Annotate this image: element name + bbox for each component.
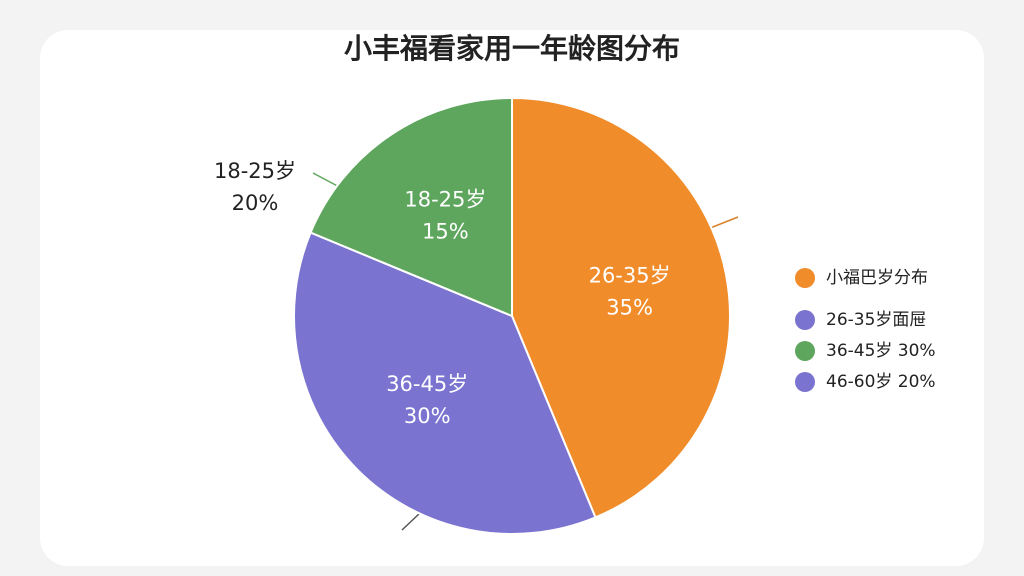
legend-marker [795,310,815,330]
pie-slice [511,96,732,519]
slice-category: 36-45岁 [386,372,468,396]
leader-line [401,512,421,531]
slice-category: 26-35岁 [589,264,671,288]
slice-value: 15% [422,219,469,243]
legend-label: 36-45岁 30% [826,341,936,361]
annotation: 18-25岁 [214,159,296,183]
legend-label: 46-60岁 20% [826,372,936,392]
slice-value: 35% [606,296,653,320]
legend-marker [795,268,815,288]
pie-slice [292,231,597,536]
pie-slice [309,96,513,318]
legend-marker [795,372,815,392]
chart-title: 小丰福看家用一年龄图分布 [344,32,680,65]
annotation: 20% [232,191,279,215]
legend-label: 26-35岁面屉 [826,310,926,330]
legend-label: 小福巴岁分布 [826,268,928,288]
slice-value: 30% [404,404,451,428]
slice-category: 18-25岁 [404,187,486,211]
legend-marker [795,341,815,361]
